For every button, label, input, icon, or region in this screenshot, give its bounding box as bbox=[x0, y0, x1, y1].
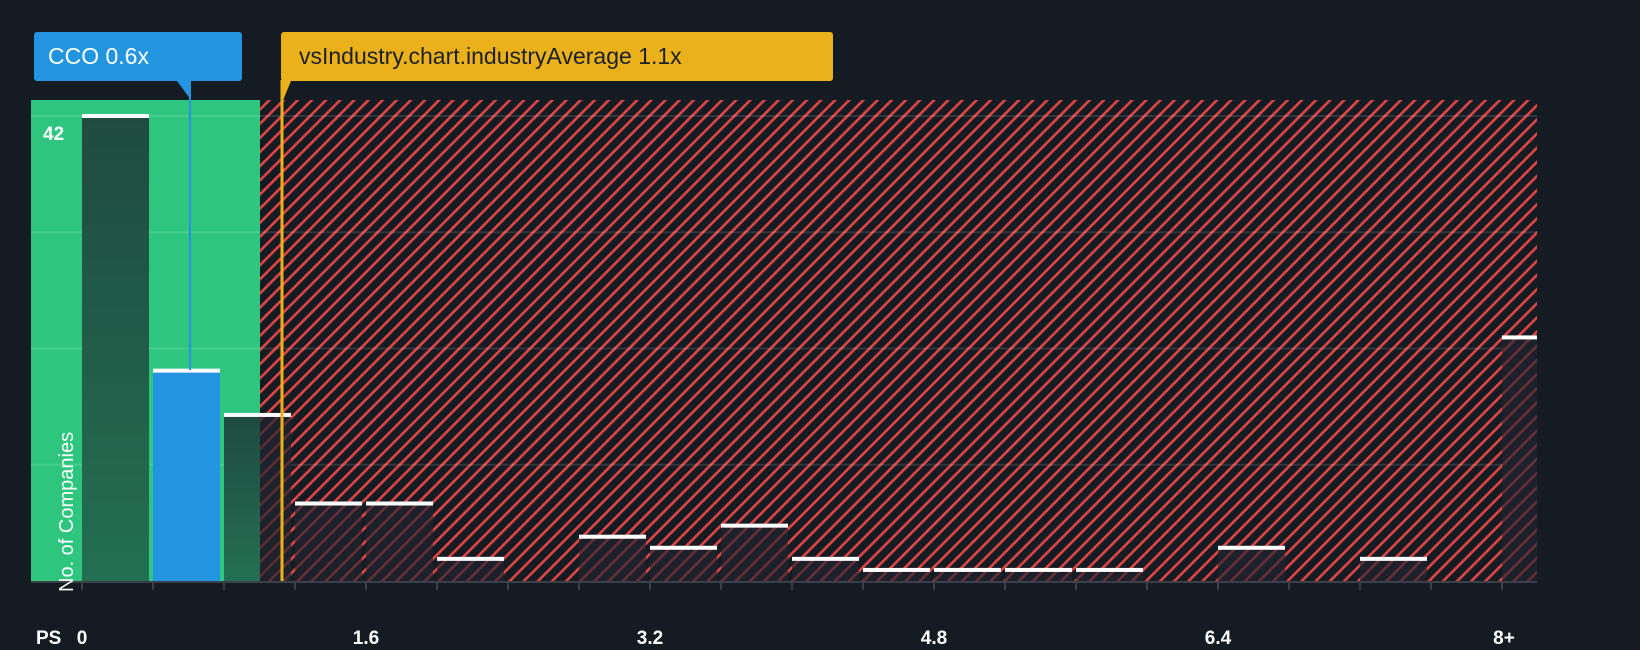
histogram-bar bbox=[1218, 547, 1285, 581]
histogram-bar bbox=[1005, 569, 1072, 581]
histogram-bar-top bbox=[1502, 335, 1537, 340]
histogram-bar-top bbox=[1005, 567, 1072, 572]
histogram-bar bbox=[295, 503, 362, 581]
industry-callout-pointer bbox=[281, 81, 291, 105]
histogram-bar-top bbox=[82, 114, 149, 118]
histogram-bar bbox=[721, 525, 788, 581]
histogram-bar-top bbox=[721, 523, 788, 528]
overvalued-zone bbox=[260, 100, 1537, 581]
industry-average-callout: vsIndustry.chart.industryAverage 1.1x bbox=[281, 32, 833, 81]
histogram-bar-top bbox=[224, 412, 291, 417]
histogram-bar bbox=[366, 503, 433, 581]
histogram-bar bbox=[82, 116, 149, 581]
histogram-bar-top bbox=[1218, 545, 1285, 550]
histogram-bar bbox=[863, 569, 930, 581]
histogram-bar-top bbox=[366, 501, 433, 506]
histogram-bar-top bbox=[1076, 567, 1143, 572]
company-ps-label: CCO 0.6x bbox=[48, 43, 149, 69]
histogram-bar bbox=[579, 536, 646, 581]
x-tick-label: 6.4 bbox=[1204, 628, 1232, 649]
histogram-bar bbox=[437, 558, 504, 581]
histogram-bar-top bbox=[1360, 556, 1427, 561]
x-axis-title: PS bbox=[36, 628, 62, 649]
histogram-bar-top bbox=[579, 534, 646, 539]
y-axis-max-label: 42 bbox=[43, 124, 65, 145]
x-tick-label: 0 bbox=[76, 628, 88, 649]
company-ps-callout: CCO 0.6x bbox=[34, 32, 242, 81]
company-callout-pointer bbox=[177, 81, 191, 100]
x-tick-label: 8+ bbox=[1493, 628, 1515, 649]
histogram-bar bbox=[153, 370, 220, 581]
x-tick-label: 1.6 bbox=[352, 628, 380, 649]
histogram-bar-top bbox=[863, 567, 930, 572]
histogram-bar bbox=[1360, 558, 1427, 581]
histogram-bar-top bbox=[934, 567, 1001, 572]
y-axis-title: No. of Companies bbox=[56, 431, 78, 592]
histogram-bar bbox=[1502, 337, 1537, 581]
histogram-bar bbox=[650, 547, 717, 581]
histogram-bar-top bbox=[295, 501, 362, 506]
histogram-bar-top bbox=[153, 368, 220, 373]
histogram-bar bbox=[792, 558, 859, 581]
histogram-bar-top bbox=[650, 545, 717, 550]
x-tick-label: 4.8 bbox=[920, 628, 948, 649]
histogram-bar-overflow bbox=[260, 414, 291, 581]
histogram-bar bbox=[1076, 569, 1143, 581]
histogram-bar bbox=[934, 569, 1001, 581]
histogram-bar-top bbox=[437, 556, 504, 561]
histogram-bar-top bbox=[792, 556, 859, 561]
industry-average-label: vsIndustry.chart.industryAverage 1.1x bbox=[299, 43, 682, 69]
x-tick-label: 3.2 bbox=[636, 628, 664, 649]
